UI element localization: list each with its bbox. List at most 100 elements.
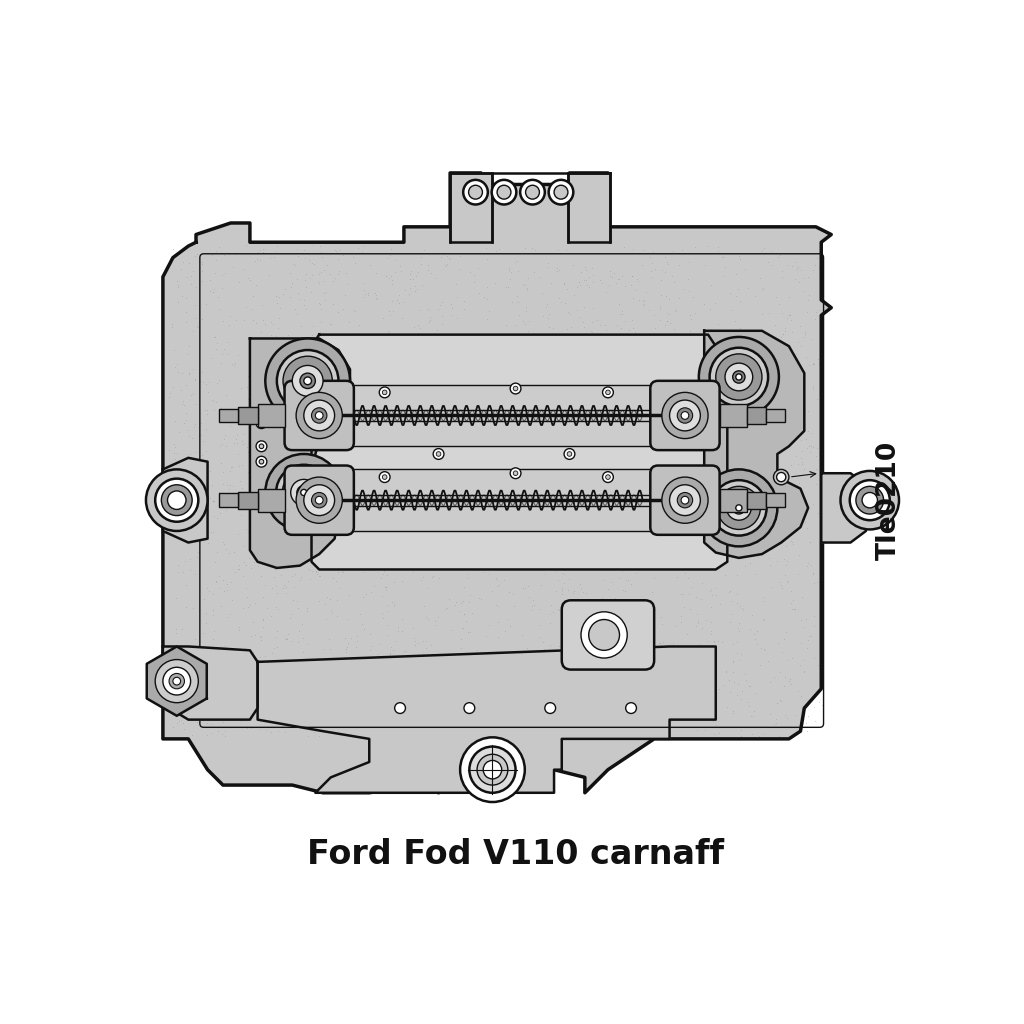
Circle shape [710,348,768,407]
Circle shape [156,478,199,522]
Circle shape [256,457,267,467]
Circle shape [304,400,335,431]
Circle shape [296,477,342,523]
Circle shape [567,452,571,457]
Circle shape [605,475,610,479]
Circle shape [283,471,326,514]
Circle shape [510,468,521,478]
FancyBboxPatch shape [285,466,354,535]
Circle shape [711,480,767,536]
Circle shape [716,354,762,400]
Circle shape [265,339,350,423]
Circle shape [304,377,311,385]
Circle shape [549,180,573,205]
Circle shape [698,337,779,417]
Bar [451,173,493,243]
Circle shape [283,356,333,406]
Circle shape [477,755,508,785]
Circle shape [681,412,689,420]
Polygon shape [250,339,350,568]
Circle shape [856,486,884,514]
Circle shape [464,702,475,714]
Circle shape [717,486,761,529]
Circle shape [513,471,518,475]
Circle shape [379,472,390,482]
Polygon shape [258,646,716,793]
Polygon shape [163,646,258,720]
Circle shape [677,408,692,423]
Circle shape [700,469,777,547]
Circle shape [554,185,568,199]
Circle shape [510,383,521,394]
Circle shape [581,611,628,658]
Bar [746,492,766,509]
Circle shape [379,387,390,397]
Polygon shape [311,335,727,569]
Polygon shape [163,173,831,793]
Circle shape [315,497,323,504]
Circle shape [662,477,708,523]
Circle shape [773,469,788,484]
Circle shape [315,412,323,420]
Polygon shape [705,331,808,558]
Circle shape [436,452,441,457]
Circle shape [463,180,487,205]
Circle shape [564,449,574,460]
Circle shape [483,761,502,779]
Bar [219,409,239,423]
Circle shape [433,449,444,460]
Circle shape [276,350,339,412]
Bar [720,488,746,512]
Circle shape [733,371,745,383]
Circle shape [382,475,387,479]
Circle shape [146,469,208,531]
Circle shape [460,737,525,802]
Circle shape [169,674,184,689]
Circle shape [300,373,315,388]
Bar [239,407,258,424]
Circle shape [626,702,637,714]
Circle shape [525,185,540,199]
Bar [331,410,666,421]
Bar [258,403,285,427]
Circle shape [677,493,692,508]
Circle shape [545,702,556,714]
Circle shape [605,390,610,394]
Circle shape [469,185,482,199]
Circle shape [589,620,620,650]
Circle shape [497,185,511,199]
Polygon shape [146,646,207,716]
Circle shape [670,484,700,515]
Circle shape [736,374,742,380]
Circle shape [156,659,199,702]
Circle shape [776,472,785,481]
Circle shape [733,502,745,514]
Circle shape [727,496,752,520]
Circle shape [304,484,335,515]
Bar [219,494,239,507]
Polygon shape [322,385,707,446]
FancyBboxPatch shape [562,600,654,670]
Text: Ford Fod V110 carnaff: Ford Fod V110 carnaff [307,838,724,870]
Circle shape [394,702,406,714]
Circle shape [662,392,708,438]
Circle shape [296,392,342,438]
Circle shape [469,746,515,793]
Circle shape [311,408,327,423]
Circle shape [681,497,689,504]
Circle shape [259,421,264,426]
Circle shape [265,454,342,531]
Circle shape [520,180,545,205]
Circle shape [301,489,307,496]
Polygon shape [163,458,208,543]
Circle shape [862,493,878,508]
Circle shape [513,386,518,391]
Bar [746,407,766,424]
Circle shape [162,484,193,515]
Bar [258,488,285,512]
Circle shape [173,677,180,685]
Bar [239,492,258,509]
Bar [568,173,610,243]
Polygon shape [322,469,707,531]
Circle shape [256,418,267,429]
